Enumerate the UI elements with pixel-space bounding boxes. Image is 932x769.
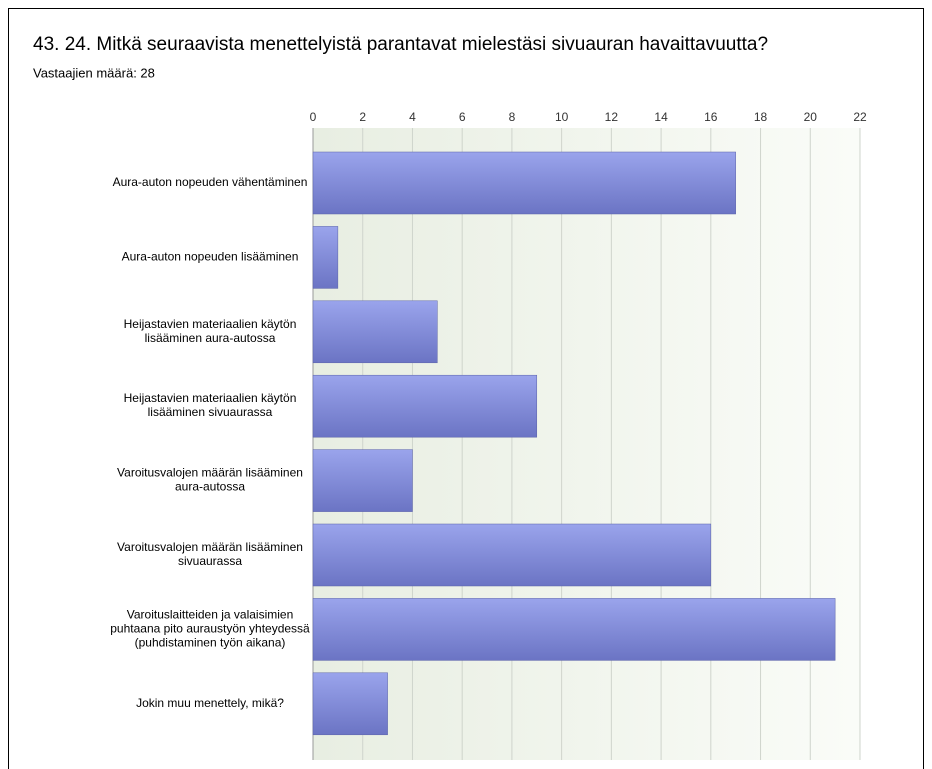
y-tick-label: Aura-auton nopeuden lisääminen	[122, 250, 299, 264]
y-tick-label: Heijastavien materiaalien käytön lisäämin…	[124, 391, 297, 419]
bar	[312, 374, 538, 438]
x-tick-label: 4	[409, 110, 416, 124]
x-tick-label: 8	[509, 110, 516, 124]
x-tick-label: 10	[555, 110, 569, 124]
x-tick-label: 18	[754, 110, 768, 124]
y-tick-label: Varoitusvalojen määrän lisääminen sivuaur…	[117, 540, 303, 568]
y-tick-label: Jokin muu menettely, mikä?	[136, 696, 284, 710]
bar	[312, 300, 438, 364]
chart-title: 43. 24. Mitkä seuraavista menettelyistä …	[33, 34, 768, 55]
x-tick-label: 16	[704, 110, 718, 124]
x-tick-label: 6	[459, 110, 466, 124]
bar	[312, 598, 836, 661]
y-tick-label: Heijastavien materiaalien käytön lisäämin…	[124, 317, 297, 345]
x-tick-label: 20	[804, 110, 818, 124]
bar	[312, 449, 413, 512]
bar	[312, 151, 736, 215]
x-tick-label: 14	[654, 110, 668, 124]
frame	[8, 8, 924, 769]
x-tick-label: 0	[310, 110, 317, 124]
bar	[312, 226, 339, 289]
y-tick-label: Varoituslaitteiden ja valaisimien puhtaan…	[110, 608, 310, 650]
x-tick-label: 12	[605, 110, 619, 124]
bar	[312, 523, 712, 587]
bar	[312, 672, 388, 736]
y-tick-label: Varoitusvalojen määrän lisääminen aura-au…	[117, 466, 303, 494]
x-tick-label: 22	[853, 110, 867, 124]
chart-subtitle: Vastaajien määrä: 28	[33, 65, 155, 80]
plot-area	[313, 128, 860, 760]
y-tick-label: Aura-auton nopeuden vähentäminen	[113, 175, 308, 189]
x-tick-label: 2	[359, 110, 366, 124]
